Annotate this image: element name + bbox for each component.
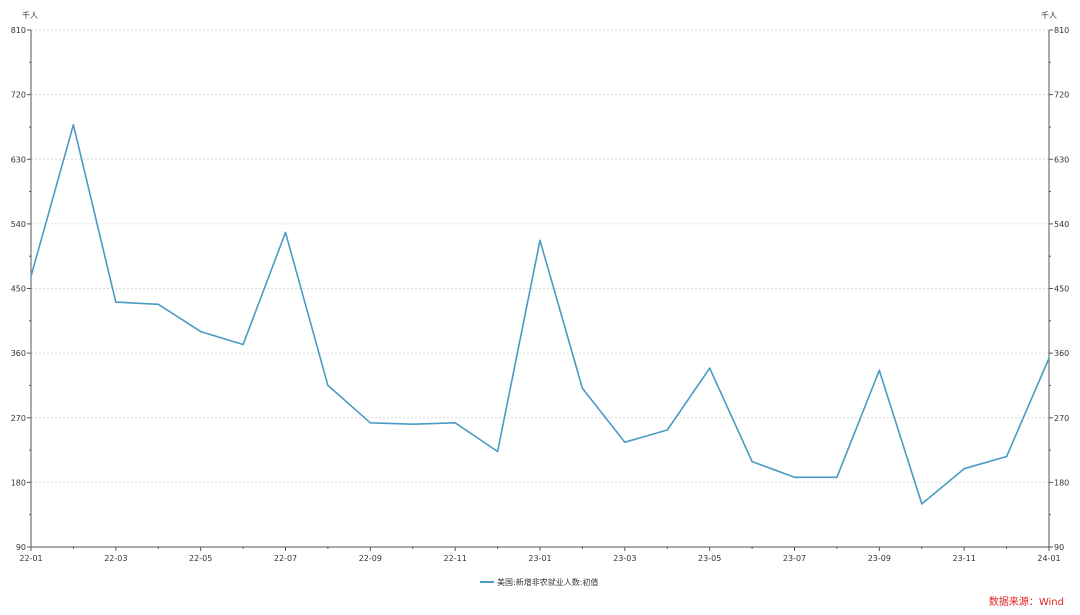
data-point — [30, 275, 32, 278]
left-unit-label: 千人 — [22, 10, 38, 20]
y-tick-label-left: 630 — [11, 155, 26, 164]
data-point — [963, 467, 965, 470]
data-point — [751, 460, 753, 463]
data-point — [284, 231, 287, 234]
y-tick-label-right: 180 — [1054, 478, 1069, 487]
data-point — [496, 450, 499, 453]
data-point — [581, 387, 584, 390]
y-tick-label-right: 720 — [1054, 91, 1069, 100]
data-point — [454, 421, 456, 424]
y-tick-label-left: 360 — [11, 349, 26, 358]
data-point — [793, 476, 796, 479]
x-tick-label: 22-09 — [359, 554, 382, 563]
data-point — [878, 369, 881, 372]
data-point — [920, 503, 923, 505]
y-tick-label-left: 540 — [11, 220, 26, 229]
series-line — [30, 124, 1050, 505]
y-tick-label-left: 720 — [11, 91, 26, 100]
left-y-ticks: 90 180 270 360 450 540 630 720 810 — [11, 26, 31, 552]
x-tick-label: 23-01 — [528, 554, 551, 563]
x-tick-label: 23-09 — [868, 554, 891, 563]
x-tick-label: 22-07 — [274, 554, 297, 563]
data-point — [836, 476, 838, 479]
data-point — [539, 239, 541, 242]
x-tick-label: 22-05 — [189, 554, 212, 563]
data-point — [666, 429, 669, 431]
legend: 美国:新增非农就业人数:初值 — [480, 577, 598, 587]
x-tick-label: 23-11 — [953, 554, 976, 563]
x-tick-label: 22-11 — [444, 554, 467, 563]
y-tick-label-left: 180 — [11, 478, 26, 487]
data-point — [327, 384, 329, 387]
gridlines — [31, 29, 1049, 483]
series-group — [30, 123, 1050, 505]
y-tick-label-right: 270 — [1054, 414, 1069, 423]
legend-label: 美国:新增非农就业人数:初值 — [497, 577, 598, 587]
data-point — [708, 367, 711, 370]
right-unit-label: 千人 — [1041, 10, 1057, 20]
x-ticks: 22-01 22-03 22-05 22-07 22-09 22-11 23-01 23-03… — [19, 547, 1061, 563]
data-point — [115, 301, 117, 303]
y-tick-label-right: 630 — [1054, 155, 1069, 164]
y-tick-label-left: 450 — [11, 285, 26, 294]
y-tick-label-left: 270 — [11, 414, 26, 423]
data-point — [242, 343, 244, 346]
y-tick-label-right: 90 — [1054, 543, 1064, 552]
x-tick-label: 24-01 — [1037, 554, 1060, 563]
y-tick-label-right: 450 — [1054, 285, 1069, 294]
data-point — [72, 123, 75, 126]
data-point — [624, 441, 626, 443]
x-tick-label: 23-05 — [698, 554, 721, 563]
y-tick-label-right: 540 — [1054, 220, 1069, 229]
x-tick-label: 22-01 — [19, 554, 42, 563]
data-point — [369, 421, 372, 424]
y-tick-label-right: 360 — [1054, 349, 1069, 358]
y-tick-label-left: 90 — [16, 543, 26, 552]
data-point — [1048, 357, 1050, 359]
x-tick-label: 23-03 — [613, 554, 636, 563]
right-y-ticks: 90 180 270 360 450 540 630 720 810 — [1049, 26, 1069, 552]
y-tick-label-left: 810 — [11, 26, 26, 35]
x-tick-label: 23-07 — [783, 554, 806, 563]
x-tick-label: 22-03 — [104, 554, 127, 563]
data-point — [199, 330, 202, 333]
y-tick-label-right: 810 — [1054, 26, 1069, 35]
data-point — [411, 423, 414, 426]
source-label: 数据来源：Wind — [989, 595, 1064, 608]
data-point — [157, 303, 160, 306]
data-point — [1005, 455, 1008, 458]
